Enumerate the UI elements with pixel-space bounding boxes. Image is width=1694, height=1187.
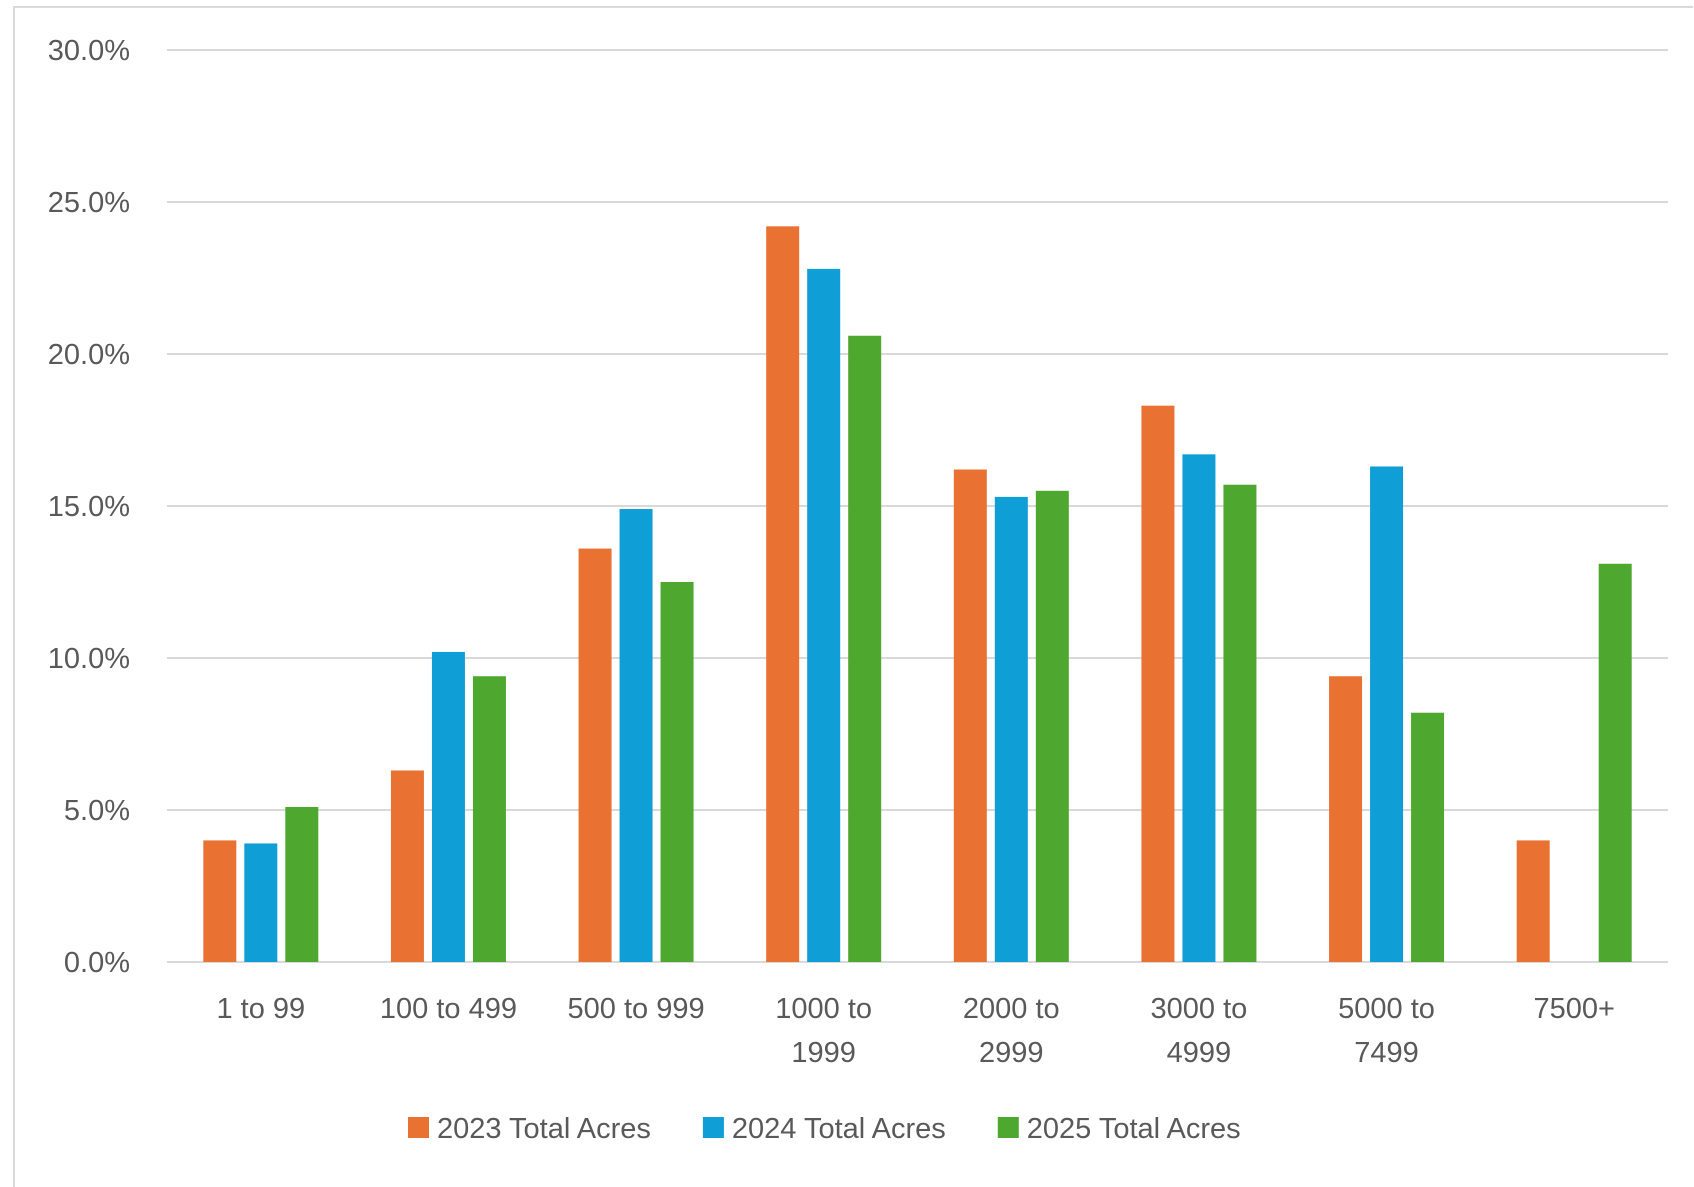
bar-2025-0 xyxy=(285,806,319,962)
x-axis-tick-labels: 1 to 99 100 to 499 500 to 999 1000 to 1999 20… xyxy=(216,993,1614,1069)
y-tick-label: 20.0% xyxy=(48,339,130,371)
bar-2023-3 xyxy=(766,226,800,962)
y-tick-label: 0.0% xyxy=(64,947,130,979)
legend-swatch xyxy=(408,1117,429,1138)
bar-series xyxy=(203,226,1632,962)
bar-2025-1 xyxy=(472,676,506,962)
bar-2024-6 xyxy=(1370,466,1404,962)
bar-2023-1 xyxy=(390,770,424,962)
legend-label: 2024 Total Acres xyxy=(732,1113,946,1145)
x-tick-label: 4999 xyxy=(1167,1037,1232,1069)
bar-2023-4 xyxy=(953,469,987,962)
y-tick-label: 15.0% xyxy=(48,491,130,523)
legend-label: 2025 Total Acres xyxy=(1027,1113,1241,1145)
bar-2025-6 xyxy=(1411,712,1445,962)
y-axis-tick-labels: 0.0% 5.0% 10.0% 15.0% 20.0% 25.0% 30.0% xyxy=(48,35,130,979)
x-tick-label: 2999 xyxy=(979,1037,1044,1069)
x-tick-label: 3000 to xyxy=(1151,993,1248,1025)
bar-2025-7 xyxy=(1598,563,1632,962)
y-tick-label: 30.0% xyxy=(48,35,130,67)
bar-2024-1 xyxy=(431,651,465,962)
y-tick-label: 10.0% xyxy=(48,643,130,675)
x-tick-label: 500 to 999 xyxy=(568,993,705,1025)
x-tick-label: 2000 to xyxy=(963,993,1060,1025)
y-tick-label: 25.0% xyxy=(48,187,130,219)
y-tick-label: 5.0% xyxy=(64,795,130,827)
legend: 2023 Total Acres 2024 Total Acres 2025 Tot… xyxy=(408,1113,1241,1145)
x-tick-label: 1999 xyxy=(791,1037,856,1069)
x-tick-label: 7500+ xyxy=(1533,993,1614,1025)
bar-2023-5 xyxy=(1141,405,1175,962)
legend-label: 2023 Total Acres xyxy=(437,1113,651,1145)
x-tick-label: 100 to 499 xyxy=(380,993,517,1025)
legend-swatch xyxy=(702,1117,724,1138)
x-tick-label: 5000 to xyxy=(1338,993,1435,1025)
bar-2025-2 xyxy=(660,582,694,962)
bar-2024-3 xyxy=(807,268,841,962)
legend-swatch xyxy=(997,1117,1019,1138)
bar-2024-0 xyxy=(244,843,278,962)
bar-2023-2 xyxy=(578,548,612,962)
bar-2023-0 xyxy=(203,840,237,962)
bar-2024-5 xyxy=(1182,454,1216,962)
bar-2023-6 xyxy=(1329,676,1363,962)
bar-2023-7 xyxy=(1516,840,1550,962)
bar-2024-2 xyxy=(619,509,653,962)
bar-2025-4 xyxy=(1035,490,1069,962)
x-tick-label: 1 to 99 xyxy=(216,993,305,1025)
x-tick-label: 7499 xyxy=(1354,1037,1419,1069)
bar-2025-3 xyxy=(848,335,882,962)
bar-2025-5 xyxy=(1223,484,1257,962)
bar-2024-4 xyxy=(994,496,1028,962)
x-tick-label: 1000 to xyxy=(775,993,872,1025)
